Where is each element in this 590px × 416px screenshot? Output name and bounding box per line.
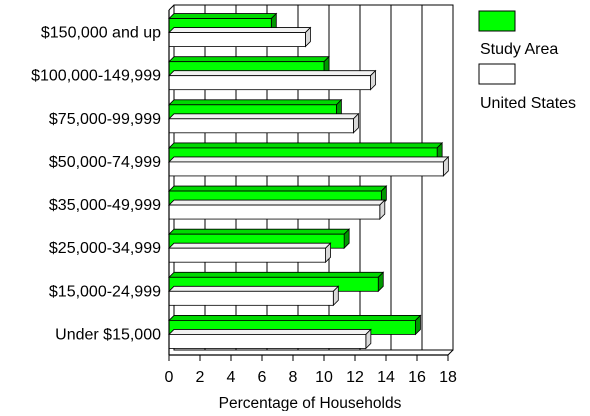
bar-united-states — [169, 119, 353, 133]
legend-label-united-states: United States — [480, 95, 576, 112]
category-label: $25,000-34,999 — [49, 240, 161, 257]
bar-top-study-area — [169, 57, 329, 62]
bar-united-states — [169, 248, 326, 262]
bar-top-united-states — [169, 200, 385, 205]
bar-top-united-states — [169, 329, 371, 334]
bar-top-united-states — [169, 286, 338, 291]
category-label: Under $15,000 — [55, 326, 161, 343]
category-label: $100,000-149,999 — [31, 68, 161, 85]
category-label: $75,000-99,999 — [49, 111, 161, 128]
x-tick-label: 16 — [408, 369, 426, 386]
legend: Study Area United States — [479, 11, 576, 112]
bar-united-states — [169, 334, 366, 348]
legend-swatch-study-area — [479, 11, 515, 31]
bar-top-study-area — [169, 229, 349, 234]
category-label: $15,000-24,999 — [49, 283, 161, 300]
bar-top-study-area — [169, 315, 420, 320]
x-tick-label: 2 — [196, 369, 205, 386]
bar-top-united-states — [169, 114, 358, 119]
bar-top-study-area — [169, 272, 383, 277]
category-label: $50,000-74,999 — [49, 154, 161, 171]
x-tick-label: 14 — [377, 369, 395, 386]
bar-top-study-area — [169, 186, 386, 191]
legend-label-study-area: Study Area — [480, 41, 558, 58]
x-tick-label: 8 — [289, 369, 298, 386]
category-label: $150,000 and up — [41, 25, 161, 42]
x-tick-label: 6 — [258, 369, 267, 386]
bar-united-states — [169, 205, 380, 219]
category-label: $35,000-49,999 — [49, 197, 161, 214]
x-tick-label: 18 — [439, 369, 457, 386]
bar-top-united-states — [169, 243, 331, 248]
bar-top-united-states — [169, 28, 310, 33]
legend-swatch-united-states — [479, 64, 515, 84]
x-axis-title: Percentage of Households — [219, 395, 402, 411]
bar-united-states — [169, 33, 305, 47]
x-tick-label: 0 — [165, 369, 174, 386]
bar-top-study-area — [169, 14, 276, 19]
bar-united-states — [169, 76, 371, 90]
bar-top-study-area — [169, 100, 341, 105]
bar-united-states — [169, 291, 333, 305]
depth-edge — [169, 5, 174, 10]
bar-top-united-states — [169, 71, 376, 76]
x-tick-label: 12 — [346, 369, 364, 386]
depth-edge — [448, 350, 453, 355]
bar-united-states — [169, 162, 443, 176]
x-tick-label: 10 — [315, 369, 333, 386]
x-tick-label: 4 — [227, 369, 236, 386]
bars — [169, 14, 448, 349]
bar-top-study-area — [169, 143, 442, 148]
bar-top-united-states — [169, 157, 448, 162]
